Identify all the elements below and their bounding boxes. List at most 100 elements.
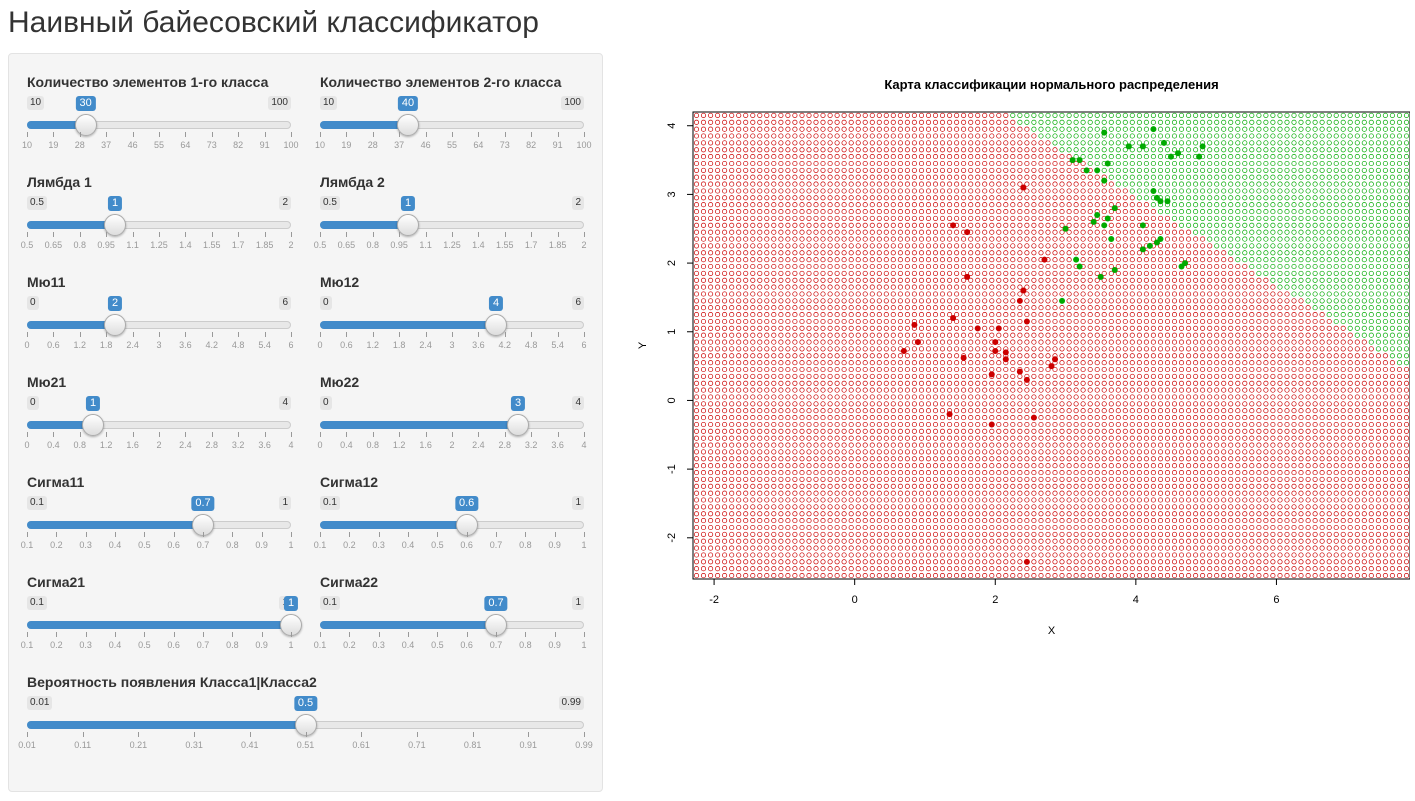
grid-point — [954, 435, 960, 441]
grid-point — [729, 435, 735, 441]
grid-point — [757, 552, 763, 558]
grid-point — [729, 566, 735, 572]
slider-handle[interactable] — [74, 114, 97, 136]
slider-m11[interactable]: Мю11 0 6 2 0 0.6 1.2 1.8 2.4 3 3.6 4.2 4.8 5.4 6 — [24, 274, 293, 364]
grid-point — [750, 476, 756, 482]
grid-point — [1024, 325, 1030, 331]
grid-point — [820, 373, 826, 379]
grid-point — [975, 449, 981, 455]
slider-handle[interactable] — [485, 314, 507, 336]
grid-point — [1003, 456, 1009, 462]
grid-point — [771, 394, 777, 400]
grid-point — [771, 222, 777, 228]
grid-point — [876, 188, 882, 194]
grid-point — [1031, 188, 1037, 194]
grid-point — [1101, 511, 1107, 517]
grid-point — [939, 332, 946, 338]
grid-point — [855, 428, 861, 434]
grid-point — [764, 250, 770, 256]
slider-s11[interactable]: Сигма11 0.1 1 0.7 0.1 0.2 0.3 0.4 0.5 0.6 0.7 0.8 0.… — [21, 474, 294, 564]
grid-point — [1045, 222, 1051, 228]
grid-point — [1122, 154, 1128, 160]
grid-point — [700, 456, 707, 462]
grid-point — [806, 291, 812, 297]
grid-point — [715, 435, 721, 441]
slider-m22[interactable]: Мю22 0 4 3 0 0.4 0.8 1.2 1.6 2 2.4 2.8 3.2 3.6 4 — [317, 374, 586, 464]
grid-point — [1101, 531, 1107, 537]
slider-m21[interactable]: Мю21 0 4 1 0 0.4 0.8 1.2 1.6 2 2.4 2.8 3.2 3.6 4 — [24, 374, 293, 464]
grid-point — [968, 188, 974, 194]
grid-point — [961, 387, 967, 393]
grid-point — [897, 188, 903, 194]
grid-point — [1150, 366, 1156, 373]
grid-point — [715, 339, 721, 345]
grid-point — [1094, 243, 1100, 249]
grid-point — [1164, 483, 1171, 489]
grid-point — [785, 463, 791, 469]
slider-handle[interactable] — [397, 114, 419, 136]
grid-point — [693, 195, 700, 201]
grid-point — [813, 188, 819, 194]
slider-s22[interactable]: Сигма22 0.1 1 0.7 0.1 0.2 0.3 0.4 0.5 0.6 0.7 0.8 0.… — [314, 574, 587, 664]
grid-point — [925, 483, 932, 489]
slider-handle[interactable] — [397, 214, 419, 236]
grid-point — [1073, 476, 1079, 482]
slider-handle[interactable] — [104, 314, 126, 336]
slider-handle[interactable] — [104, 214, 126, 236]
grid-point — [750, 435, 756, 441]
grid-point — [1143, 147, 1149, 153]
grid-point — [1052, 456, 1058, 462]
grid-point — [1101, 119, 1107, 125]
grid-point — [848, 284, 854, 290]
slider-s12[interactable]: Сигма12 0.1 1 0.6 0.1 0.2 0.3 0.4 0.5 0.6 0.7 0.8 0.… — [314, 474, 587, 564]
grid-point — [708, 346, 714, 352]
grid-point — [841, 263, 847, 270]
slider-m12[interactable]: Мю12 0 6 4 0 0.6 1.2 1.8 2.4 3 3.6 4.2 4.8 5.4 6 — [317, 274, 586, 364]
grid-point — [1087, 360, 1093, 366]
grid-point — [827, 243, 833, 249]
grid-point — [1031, 119, 1037, 125]
grid-point — [792, 511, 798, 517]
grid-point — [778, 538, 784, 544]
grid-point — [1073, 195, 1079, 201]
slider-p[interactable]: Вероятность появления Класса1|Класса2 0.0… — [18, 674, 593, 764]
grid-point — [1087, 387, 1093, 393]
grid-point — [862, 470, 868, 476]
slider-handle[interactable] — [82, 414, 104, 436]
slider-l2[interactable]: Лямбда 2 0.5 2 1 0.5 0.65 0.8 0.95 1.1 1.25 1.4 1.5… — [314, 174, 587, 264]
slider-tick-label: 4.8 — [524, 340, 538, 350]
grid-point — [932, 518, 939, 524]
grid-point — [1087, 373, 1093, 379]
slider-l1[interactable]: Лямбда 1 0.5 2 1 0.5 0.65 0.8 0.95 1.1 1.25 1.4 1.5… — [21, 174, 294, 264]
grid-point — [989, 449, 995, 455]
grid-point — [968, 346, 974, 352]
grid-point — [1108, 373, 1114, 379]
grid-point — [841, 236, 847, 242]
slider-n2[interactable]: Количество элементов 2-го класса 10 100 40 1… — [315, 74, 592, 164]
grid-point — [989, 456, 995, 462]
slider-n1[interactable]: Количество элементов 1-го класса 10 100 30 1… — [22, 74, 299, 164]
grid-point — [1010, 401, 1016, 407]
grid-point — [1038, 277, 1044, 283]
grid-point — [883, 126, 889, 132]
slider-tick-label: 1.7 — [524, 240, 538, 250]
grid-point — [1073, 160, 1079, 167]
grid-point — [1150, 428, 1156, 434]
grid-point — [764, 511, 770, 517]
grid-point — [1066, 360, 1072, 366]
grid-point — [1017, 401, 1023, 407]
grid-point — [925, 202, 932, 208]
grid-point — [750, 119, 756, 125]
grid-point — [1157, 463, 1164, 469]
grid-point — [708, 566, 714, 572]
grid-point — [855, 497, 861, 503]
grid-point — [1101, 518, 1107, 524]
grid-point — [904, 318, 910, 325]
slider-tick-label: 0.99 — [575, 740, 593, 750]
slider-label: Вероятность появления Класса1|Класса2 — [27, 674, 317, 690]
slider-tick — [27, 432, 28, 437]
grid-point — [1150, 552, 1156, 558]
slider-handle[interactable] — [507, 414, 529, 436]
grid-point — [975, 483, 981, 489]
